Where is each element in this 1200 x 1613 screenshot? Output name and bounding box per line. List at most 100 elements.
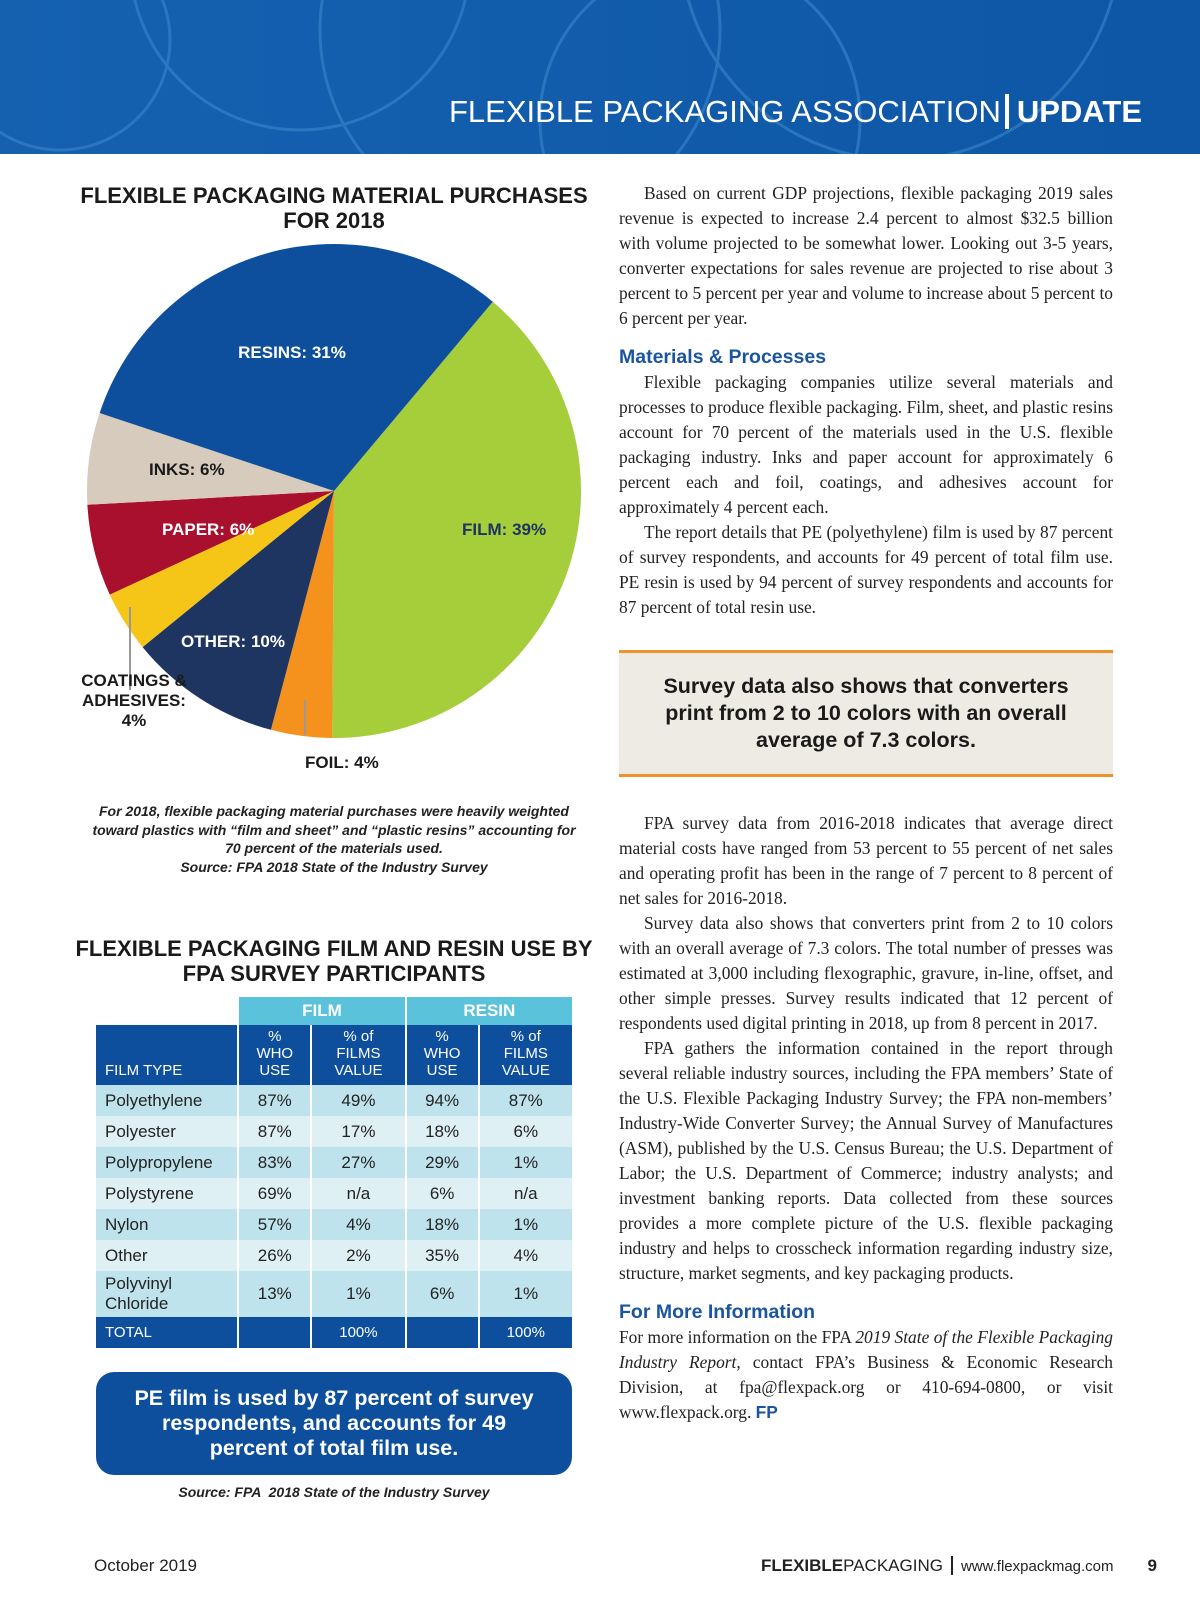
- column-header-line: %: [268, 1028, 282, 1045]
- slice-label: COATINGS & ADHESIVES: 4%: [81, 671, 186, 730]
- table-row: Polystyrene 69% n/a 6% n/a: [96, 1178, 572, 1209]
- table-cell: n/a: [310, 1178, 406, 1209]
- table-cell: Polyester: [96, 1116, 239, 1147]
- slice-label: FOIL: 4%: [305, 753, 379, 772]
- pie-slice: [109, 491, 334, 648]
- table-cell: 83%: [237, 1147, 312, 1178]
- table-cell: 27%: [310, 1147, 406, 1178]
- brand: PACKAGING: [843, 1556, 943, 1575]
- slice-label-line: ADHESIVES:: [82, 691, 186, 710]
- table-cell: 4%: [477, 1240, 572, 1271]
- table-cell: 1%: [477, 1209, 572, 1240]
- chart-caption: For 2018, flexible packaging material pu…: [90, 802, 578, 876]
- table-cell: 87%: [237, 1116, 312, 1147]
- page-number: 9: [1147, 1556, 1157, 1575]
- table-cell: [237, 1317, 312, 1348]
- page-title: FLEXIBLE PACKAGING ASSOCIATION UPDATE: [449, 94, 1142, 130]
- column-header: % of FILMS VALUE: [477, 1025, 572, 1085]
- chart-title: FLEXIBLE PACKAGING MATERIAL PURCHASES FO…: [80, 183, 588, 233]
- category-label: PAPER:: [162, 520, 225, 539]
- value-label: 39%: [512, 520, 546, 539]
- total-value: 100%: [477, 1317, 572, 1348]
- column-header: FILM TYPE: [96, 1025, 239, 1085]
- table-cell: 18%: [404, 1116, 479, 1147]
- column-header-line: FILMS VALUE: [334, 1045, 383, 1079]
- category-label: INKS:: [149, 460, 195, 479]
- column-header: % of FILMS VALUE: [310, 1025, 406, 1085]
- heading: Materials & Processes: [619, 346, 827, 368]
- pie-slice: [332, 301, 582, 738]
- slice-label: RESINS: 31%: [238, 343, 346, 362]
- pie-chart: FILM: 39% FOIL: 4% OTHER: 10% COATINGS & ADH…: [81, 243, 582, 772]
- pie-slice: [87, 413, 334, 505]
- table-row: Polyethylene 87% 49% 94% 87%: [96, 1085, 572, 1116]
- table-cell: 2%: [310, 1240, 406, 1271]
- value-label: 31%: [312, 343, 346, 362]
- table-cell: 6%: [477, 1116, 572, 1147]
- section: FPA survey data from 2016-2018 indicates…: [619, 811, 1113, 1286]
- table-cell: Polypropylene: [96, 1147, 239, 1178]
- heading: For More Information: [619, 1301, 816, 1323]
- banner: [0, 0, 1200, 154]
- table-cell: Nylon: [96, 1209, 239, 1240]
- table-cell: 13%: [237, 1271, 312, 1317]
- pie-slice: [142, 491, 334, 730]
- value-label: 10%: [251, 632, 285, 651]
- slice-label: INKS: 6%: [149, 460, 225, 479]
- category-label: OTHER:: [181, 632, 246, 651]
- table-cell: Other: [96, 1240, 239, 1271]
- section: Flexible packaging companies utilize sev…: [619, 370, 1113, 620]
- pie-slice: [99, 243, 493, 491]
- date: October 2019: [94, 1556, 198, 1575]
- table-cell: 57%: [237, 1209, 312, 1240]
- table-cell: 69%: [237, 1178, 312, 1209]
- callout-source: Source: FPA 2018 State of the Industry S…: [178, 1484, 490, 1500]
- table-cell: 35%: [404, 1240, 479, 1271]
- group-header-row: FILM RESIN: [96, 997, 572, 1025]
- table-cell: 4%: [310, 1209, 406, 1240]
- paragraph: Flexible packaging companies utilize sev…: [619, 372, 1113, 517]
- caption-source: Source: FPA 2018 State of the Industry S…: [180, 858, 488, 875]
- table-cell: 1%: [477, 1271, 572, 1317]
- column-header-line: WHO USE: [423, 1045, 461, 1079]
- value-label: 4%: [122, 711, 147, 730]
- table-cell: [404, 1317, 479, 1348]
- url: www.flexpackmag.com: [960, 1558, 1114, 1575]
- table-cell: n/a: [477, 1178, 572, 1209]
- caption-text: For 2018, flexible packaging material pu…: [92, 803, 576, 856]
- slice-label: PAPER: 6%: [162, 520, 254, 539]
- value-label: 6%: [200, 460, 225, 479]
- table-row: Polypropylene 83% 27% 29% 1%: [96, 1147, 572, 1178]
- table-cell: 94%: [404, 1085, 479, 1116]
- table-row: Polyvinyl Chloride 13% 1% 6% 1%: [96, 1271, 572, 1317]
- paragraph: FPA survey data from 2016-2018 indicates…: [619, 813, 1113, 908]
- text: contact FPA’s Business & Economic Resear…: [619, 1352, 1113, 1422]
- total-row: TOTAL 100% 100%: [96, 1317, 572, 1348]
- table-cell: 6%: [404, 1178, 479, 1209]
- table-cell: 18%: [404, 1209, 479, 1240]
- paragraph: The report details that PE (polyethylene…: [619, 522, 1113, 617]
- publication-name: FLEXIBLE PACKAGING ASSOCIATION: [449, 94, 1001, 129]
- column-header-line: % of: [343, 1028, 374, 1045]
- brand: FLEXIBLE: [760, 1556, 844, 1575]
- total-label: TOTAL: [96, 1317, 239, 1348]
- column-header: % WHO USE: [404, 1025, 479, 1085]
- column-header-line: FILMS VALUE: [501, 1045, 550, 1079]
- column-header-line: % of: [510, 1028, 541, 1045]
- table-title: FLEXIBLE PACKAGING FILM AND RESIN USE BY…: [75, 936, 593, 986]
- paragraph: For more information on the FPA 2019 Sta…: [619, 1325, 1113, 1425]
- text: 2019 State of the Flexible Packaging Ind…: [619, 1327, 1113, 1372]
- table-cell: 1%: [310, 1271, 406, 1317]
- data-table: FILM RESIN FILM TYPE% WHO USE% of FILMS VALU…: [96, 997, 572, 1348]
- table-row: Polyester 87% 17% 18% 6%: [96, 1116, 572, 1147]
- table-cell: 87%: [237, 1085, 312, 1116]
- value-label: 4%: [354, 753, 379, 772]
- pull-quote: Survey data also shows that converters p…: [619, 650, 1113, 777]
- section-tag: UPDATE: [1004, 94, 1142, 129]
- footer: October 2019 FLEXIBLEPACKAGING www.flexpa…: [94, 1556, 1157, 1576]
- category-label: FILM:: [462, 520, 507, 539]
- table-cell: 29%: [404, 1147, 479, 1178]
- table-cell: 1%: [477, 1147, 572, 1178]
- total-value: 100%: [310, 1317, 406, 1348]
- slice-label-line: COATINGS &: [81, 671, 186, 690]
